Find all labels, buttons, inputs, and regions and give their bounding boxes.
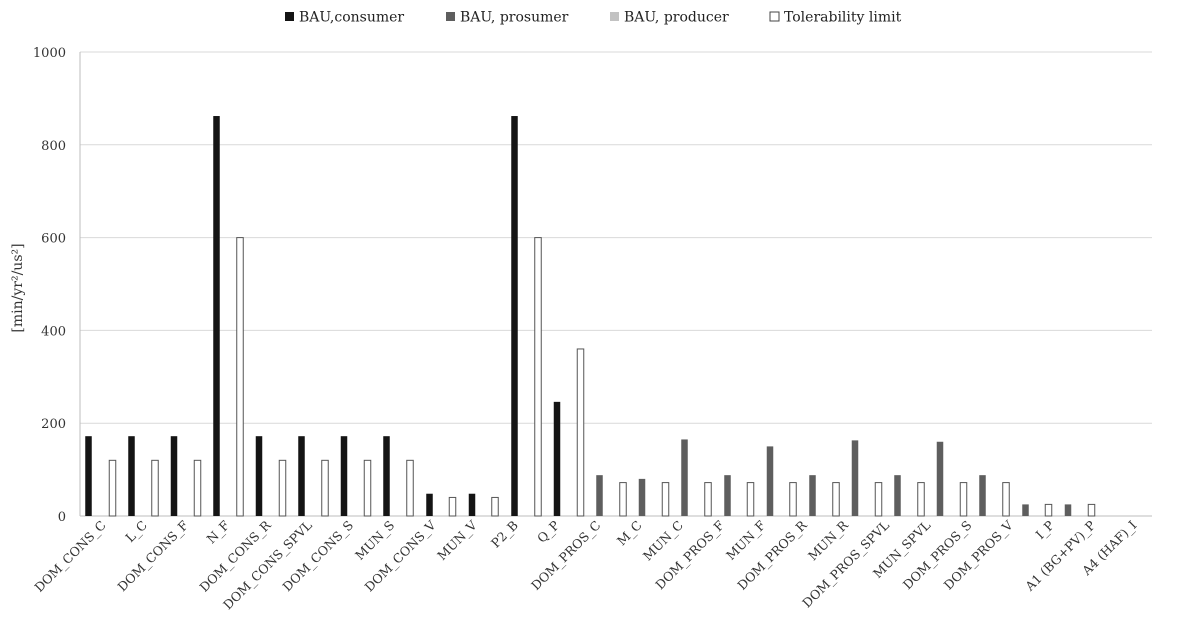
bar [170, 436, 178, 516]
bar [917, 482, 925, 517]
y-tick-label: 0 [58, 510, 66, 525]
bar [789, 482, 797, 517]
bar [236, 237, 244, 517]
x-category-label: N_F [204, 517, 233, 546]
x-category-label: Q_P [534, 518, 562, 546]
bar [553, 401, 561, 516]
bar [128, 436, 135, 516]
bar [766, 446, 774, 516]
bar [746, 482, 755, 517]
bar [278, 459, 287, 517]
bar [1044, 503, 1053, 517]
legend-swatch [285, 12, 294, 21]
x-category-label: DOM_CONS_S [279, 518, 356, 595]
x-category-label: P2_B [488, 518, 521, 551]
y-axis-label: [min/yr²/us²] [10, 243, 26, 332]
x-category-label: MUN_V [434, 517, 480, 563]
legend-label: Tolerability limit [784, 10, 902, 26]
bar [638, 478, 646, 516]
x-category-label: I_P [1033, 518, 1057, 542]
bar [661, 482, 670, 517]
x-category-label: M_C [614, 518, 645, 549]
bar [576, 348, 585, 517]
bar [321, 459, 329, 517]
bar [426, 493, 433, 516]
bar [406, 459, 414, 517]
bar [298, 436, 305, 516]
legend-label: BAU, prosumer [460, 10, 569, 26]
bar [1002, 482, 1010, 517]
bar [1087, 503, 1096, 517]
bar [213, 116, 220, 517]
y-tick-label: 600 [41, 232, 66, 247]
x-category-label: DOM_CONS_R [196, 517, 274, 595]
bar [959, 482, 968, 517]
bars [85, 116, 1096, 517]
bar [151, 459, 159, 517]
bar [340, 436, 348, 516]
bar [193, 459, 202, 517]
y-tick-label: 800 [41, 139, 66, 154]
x-category-label: L_C [122, 518, 150, 546]
bar [832, 482, 840, 517]
bar [851, 440, 859, 516]
y-tick-label: 1000 [33, 46, 66, 61]
bar [85, 436, 92, 516]
y-tick-label: 400 [41, 324, 66, 339]
legend-label: BAU,consumer [299, 10, 404, 26]
bar [809, 475, 816, 516]
x-category-label: DOM_CONS_C [31, 518, 108, 595]
bar [108, 459, 117, 517]
bar [383, 436, 390, 516]
bar [681, 439, 688, 516]
bar [724, 475, 731, 516]
bar [619, 482, 627, 517]
bar [448, 496, 457, 517]
bar [468, 493, 476, 516]
gridlines [79, 51, 1152, 517]
x-category-label: DOM_CONS_F [114, 517, 191, 594]
bar [894, 475, 901, 516]
bar [979, 475, 986, 516]
bar [511, 116, 518, 517]
bar [936, 441, 944, 516]
x-category-label: DOM_CONS_V [362, 517, 440, 595]
bar [1022, 504, 1029, 516]
bar [363, 459, 372, 517]
bar [255, 436, 263, 516]
legend-label: BAU, producer [624, 10, 729, 26]
legend-swatch [610, 12, 619, 21]
legend: BAU,consumer BAU, prosumer BAU, producer To… [285, 10, 902, 26]
bar [704, 482, 712, 517]
bar [874, 482, 883, 517]
y-tick-label: 200 [41, 417, 66, 432]
legend-swatch [446, 12, 455, 21]
x-category-label: A1 (BG+PV)_P [1021, 518, 1098, 595]
bar [1064, 504, 1072, 516]
bar [534, 237, 542, 517]
bar [596, 475, 603, 516]
y-axis-ticks: 0 200 400 600 800 1000 [33, 46, 66, 525]
bar [491, 496, 499, 517]
legend-swatch [769, 11, 780, 22]
